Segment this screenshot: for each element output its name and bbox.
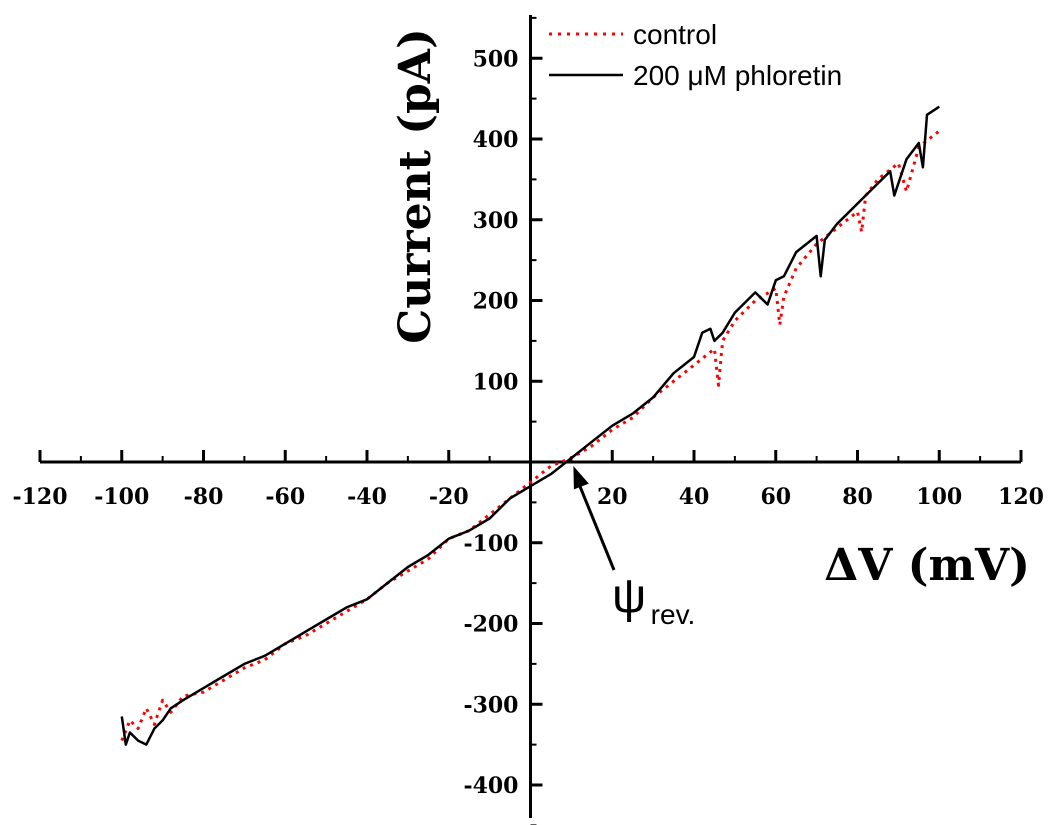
series-line-phloretin bbox=[120, 105, 940, 746]
annotation-arrow-head bbox=[573, 466, 589, 490]
y-axis-title: Current (pA) bbox=[390, 28, 441, 344]
x-tick-label-11: 100 bbox=[916, 484, 962, 510]
x-tick-label-9: 60 bbox=[760, 484, 791, 510]
y-tick-label-7: 400 bbox=[473, 127, 519, 153]
x-tick-label-5: -20 bbox=[429, 484, 469, 510]
series-layer bbox=[120, 105, 941, 746]
reversal-potential-annotation: ψ rev. bbox=[573, 466, 695, 630]
y-tick-label-6: 300 bbox=[473, 208, 519, 234]
x-tick-label-12: 120 bbox=[998, 484, 1044, 510]
y-ticks: -400 -300 -200 -100 100 200 300 400 500 bbox=[463, 16, 543, 825]
x-tick-label-3: -60 bbox=[265, 484, 305, 510]
x-tick-label-1: -100 bbox=[94, 484, 149, 510]
y-tick-label-8: 500 bbox=[473, 46, 519, 72]
legend: control 200 μM phloretin bbox=[549, 19, 842, 91]
y-tick-label-4: 100 bbox=[473, 369, 519, 395]
y-tick-label-1: -300 bbox=[463, 692, 518, 718]
x-tick-label-8: 40 bbox=[679, 484, 710, 510]
annotation-symbol: ψ bbox=[612, 570, 646, 623]
x-tick-label-4: -40 bbox=[347, 484, 387, 510]
y-tick-label-3: -100 bbox=[463, 531, 518, 557]
annotation-subscript: rev. bbox=[651, 599, 696, 630]
annotation-label: ψ rev. bbox=[612, 570, 695, 630]
x-axis-title: ΔV (mV) bbox=[824, 540, 1030, 591]
x-tick-label-10: 80 bbox=[842, 484, 873, 510]
y-tick-label-5: 200 bbox=[473, 289, 519, 315]
x-ticks: -120 -100 -80 -60 -40 -20 20 40 60 80 100 120 bbox=[12, 450, 1044, 510]
y-tick-label-0: -400 bbox=[463, 773, 518, 799]
legend-label-control: control bbox=[633, 19, 717, 50]
x-tick-label-0: -120 bbox=[12, 484, 67, 510]
y-tick-label-2: -200 bbox=[463, 612, 518, 638]
legend-label-phloretin: 200 μM phloretin bbox=[633, 60, 842, 91]
annotation-arrow-line bbox=[575, 479, 616, 571]
x-tick-label-7: 20 bbox=[597, 484, 628, 510]
x-tick-label-2: -80 bbox=[184, 484, 224, 510]
